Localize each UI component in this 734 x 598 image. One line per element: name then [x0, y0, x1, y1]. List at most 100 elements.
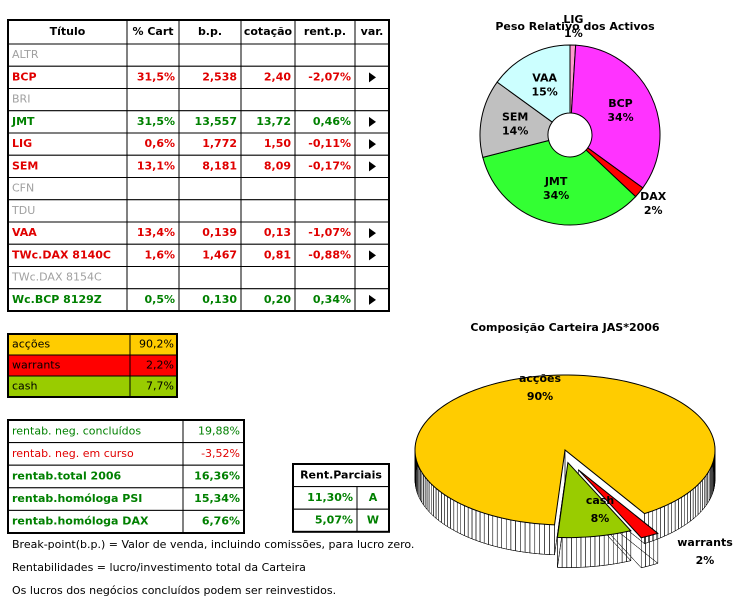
cell-value: 8,09: [264, 159, 291, 172]
partial-index: A: [369, 491, 378, 504]
cell-value: 8,181: [202, 159, 237, 172]
pie-slice: [496, 44, 571, 123]
cell: [126, 19, 180, 45]
cell: [126, 88, 180, 112]
slice-label: 90%: [527, 390, 553, 403]
slice-name: JMT: [544, 175, 568, 188]
slice-name: LIG: [563, 13, 583, 26]
cell: [178, 199, 242, 223]
return-label: rentab. neg. concluídos: [12, 424, 141, 437]
return-label: rentab. neg. em curso: [12, 447, 134, 460]
slice-label: 1%: [564, 27, 583, 40]
cell: [240, 199, 296, 223]
cell-value: -0,11%: [308, 137, 351, 150]
slice-label: 34%: [543, 189, 569, 202]
table-border: [7, 333, 178, 398]
cell: [294, 177, 356, 201]
cell-value: 13,72: [256, 115, 291, 128]
alloc-value: 7,7%: [146, 380, 174, 393]
cell-value: 0,81: [264, 248, 291, 261]
pie-slice: [577, 469, 659, 539]
asset-name: ALTR: [12, 48, 39, 61]
note: Rentabilidades = lucro/investimento tota…: [12, 561, 306, 574]
cell-value: -2,07%: [308, 70, 351, 83]
cell: [126, 177, 180, 201]
return-value: 16,36%: [194, 470, 240, 483]
cell-value: 31,5%: [137, 115, 175, 128]
asset-name: BRI: [12, 93, 30, 106]
cell: [126, 43, 180, 67]
asset-name: TWc.DAX 8154C: [11, 271, 102, 284]
cell-value: 0,5%: [144, 293, 175, 306]
pie-slice: [570, 44, 661, 189]
header: cotação: [244, 25, 293, 38]
alloc-label: warrants: [12, 359, 61, 372]
cell: [240, 88, 296, 112]
slice-label: 14%: [502, 125, 528, 138]
cell-value: 1,50: [264, 137, 291, 150]
slice-name: warrants: [677, 536, 733, 549]
pie-slice: [479, 81, 553, 158]
cell-value: 0,6%: [144, 137, 175, 150]
cell: [178, 43, 242, 67]
asset-name: TWc.DAX 8140C: [12, 248, 111, 261]
cell-value: 1,772: [202, 137, 237, 150]
arrow-icon: [369, 72, 376, 83]
return-value: 15,34%: [194, 492, 240, 505]
arrow-icon: [369, 139, 376, 150]
cell: [240, 266, 296, 290]
cell: [126, 266, 180, 290]
cell-value: 13,4%: [137, 226, 175, 239]
return-label: rentab.homóloga DAX: [12, 515, 149, 528]
cell: [178, 177, 242, 201]
cell: [354, 19, 390, 45]
cell: [354, 266, 390, 290]
cell-value: 1,467: [202, 248, 237, 261]
asset-name: BCP: [12, 70, 37, 83]
asset-name: SEM: [12, 159, 38, 172]
slice-label: 2%: [696, 554, 715, 567]
cell-value: 31,5%: [137, 70, 175, 83]
cell: [240, 177, 296, 201]
cell-value: -0,88%: [308, 248, 351, 261]
asset-name: VAA: [12, 226, 37, 239]
header: Título: [50, 25, 86, 38]
cell: [126, 199, 180, 223]
pie-slice: [414, 374, 716, 526]
alloc-value: 2,2%: [146, 359, 174, 372]
partial-index: W: [367, 514, 379, 527]
cell: [354, 88, 390, 112]
cell-value: 0,34%: [313, 293, 351, 306]
return-label: rentab.homóloga PSI: [12, 492, 142, 505]
arrow-icon: [369, 116, 376, 127]
header: rent.p.: [304, 25, 346, 38]
table-border: [7, 419, 245, 534]
cell-value: -1,07%: [308, 226, 351, 239]
asset-name: TDU: [11, 204, 35, 217]
slice-name: VAA: [532, 71, 557, 84]
alloc-value: 90,2%: [139, 338, 174, 351]
slice-side: [578, 469, 659, 569]
asset-name: CFN: [12, 182, 34, 195]
slice-label: 8%: [591, 512, 610, 525]
slice-name: DAX: [640, 190, 667, 203]
table-border: [292, 463, 390, 533]
slice-label: 34%: [607, 111, 633, 124]
asset-name: Wc.BCP 8129Z: [12, 293, 102, 306]
slice-label: 15%: [531, 85, 557, 98]
cell: [294, 199, 356, 223]
cell-value: 13,1%: [137, 159, 175, 172]
cell: [294, 88, 356, 112]
arrow-icon: [369, 161, 376, 172]
cell: [178, 88, 242, 112]
pie-slice: [482, 139, 637, 226]
arrow-icon: [369, 250, 376, 261]
cell: [354, 43, 390, 67]
cell-value: 0,20: [264, 293, 291, 306]
partial-value: 5,07%: [315, 514, 353, 527]
header: var.: [361, 25, 384, 38]
cell-value: 13,557: [195, 115, 237, 128]
cell-value: 2,538: [202, 70, 237, 83]
chart-title: Peso Relativo dos Activos: [495, 20, 655, 33]
asset-name: JMT: [11, 115, 35, 128]
